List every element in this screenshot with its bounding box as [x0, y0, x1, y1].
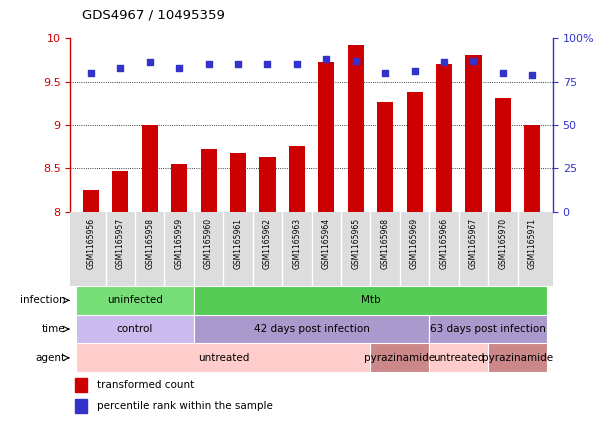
Text: untreated: untreated — [433, 353, 485, 363]
Text: pyrazinamide: pyrazinamide — [482, 353, 553, 363]
Bar — [436, 64, 452, 212]
Text: uninfected: uninfected — [107, 295, 163, 305]
Text: GSM1165969: GSM1165969 — [410, 218, 419, 269]
Bar — [200, 149, 217, 212]
Text: untreated: untreated — [197, 353, 249, 363]
Bar — [318, 63, 334, 212]
Bar — [112, 171, 128, 212]
Bar — [377, 102, 393, 212]
Text: GSM1165968: GSM1165968 — [381, 218, 390, 269]
Bar — [348, 45, 364, 212]
Text: GSM1165959: GSM1165959 — [175, 218, 184, 269]
Bar — [495, 98, 511, 212]
Text: GSM1165962: GSM1165962 — [263, 218, 272, 269]
Point — [527, 71, 537, 78]
Point — [321, 55, 331, 62]
Bar — [194, 286, 547, 315]
Point — [498, 69, 508, 76]
Point — [145, 59, 155, 66]
Text: GSM1165961: GSM1165961 — [233, 218, 243, 269]
Bar — [488, 343, 547, 372]
Text: GSM1165970: GSM1165970 — [499, 218, 507, 269]
Point — [351, 57, 360, 64]
Text: GSM1165966: GSM1165966 — [439, 218, 448, 269]
Text: GDS4967 / 10495359: GDS4967 / 10495359 — [82, 8, 225, 21]
Point — [233, 61, 243, 68]
Text: control: control — [117, 324, 153, 334]
Text: GSM1165965: GSM1165965 — [351, 218, 360, 269]
Bar — [230, 153, 246, 212]
Text: pyrazinamide: pyrazinamide — [364, 353, 436, 363]
Point — [410, 68, 420, 74]
Text: percentile rank within the sample: percentile rank within the sample — [97, 401, 273, 411]
Text: 42 days post infection: 42 days post infection — [254, 324, 370, 334]
Text: GSM1165967: GSM1165967 — [469, 218, 478, 269]
Bar — [142, 125, 158, 212]
Point — [439, 59, 449, 66]
Text: infection: infection — [20, 295, 65, 305]
Point — [174, 64, 184, 71]
Bar — [171, 164, 187, 212]
Text: GSM1165960: GSM1165960 — [204, 218, 213, 269]
Text: 63 days post infection: 63 days post infection — [430, 324, 546, 334]
Bar — [289, 146, 305, 212]
Bar — [259, 157, 276, 212]
Bar — [430, 343, 488, 372]
Text: GSM1165957: GSM1165957 — [116, 218, 125, 269]
Bar — [406, 92, 423, 212]
Text: GSM1165964: GSM1165964 — [322, 218, 331, 269]
Point — [86, 69, 96, 76]
Text: GSM1165971: GSM1165971 — [528, 218, 537, 269]
Bar — [76, 343, 370, 372]
Text: GSM1165958: GSM1165958 — [145, 218, 154, 269]
Bar — [75, 378, 87, 392]
Text: time: time — [42, 324, 65, 334]
Text: GSM1165956: GSM1165956 — [86, 218, 95, 269]
Bar — [524, 125, 541, 212]
Text: transformed count: transformed count — [97, 380, 194, 390]
Text: Mtb: Mtb — [360, 295, 380, 305]
Bar — [370, 343, 430, 372]
Point — [115, 64, 125, 71]
Bar — [76, 315, 194, 343]
Point — [469, 57, 478, 64]
Point — [203, 61, 213, 68]
Bar — [466, 55, 481, 212]
Bar — [82, 190, 99, 212]
Bar — [194, 315, 430, 343]
Text: GSM1165963: GSM1165963 — [293, 218, 301, 269]
Bar — [76, 286, 194, 315]
Point — [263, 61, 273, 68]
Text: agent: agent — [35, 353, 65, 363]
Point — [292, 61, 302, 68]
Bar — [75, 399, 87, 413]
Bar — [430, 315, 547, 343]
Point — [380, 69, 390, 76]
